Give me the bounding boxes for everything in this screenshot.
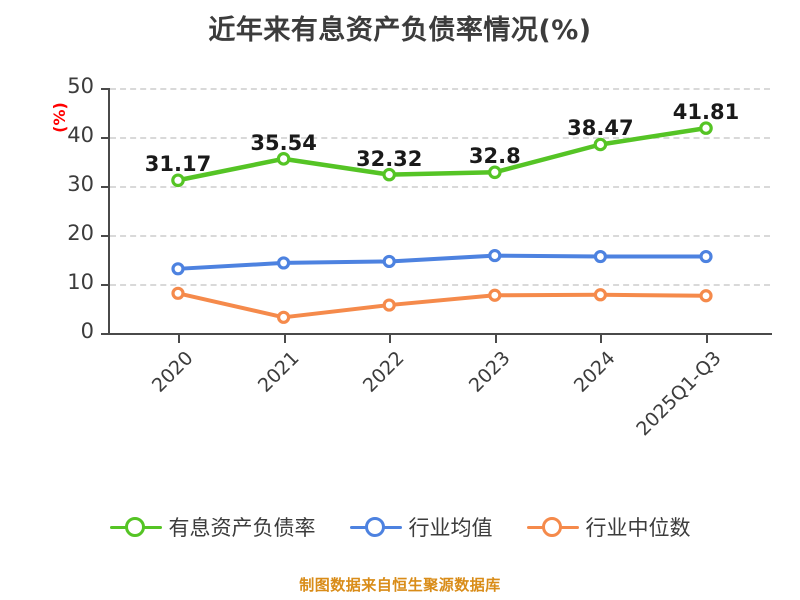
data-point-label: 41.81 bbox=[672, 100, 740, 125]
data-point-marker bbox=[171, 262, 185, 276]
y-axis-line bbox=[108, 88, 110, 335]
data-point-label: 38.47 bbox=[567, 116, 634, 141]
data-point-label: 32.32 bbox=[355, 146, 423, 171]
legend-marker-icon bbox=[349, 516, 402, 538]
data-point-marker bbox=[171, 286, 185, 300]
gridline bbox=[110, 186, 770, 188]
data-point-marker bbox=[699, 121, 713, 135]
data-point-marker bbox=[488, 288, 502, 302]
data-point-marker bbox=[382, 167, 396, 182]
data-point-marker bbox=[699, 249, 713, 264]
chart-title: 近年来有息资产负债率情况(%) bbox=[208, 15, 592, 46]
y-tick-mark bbox=[101, 235, 110, 237]
data-point-marker bbox=[593, 288, 608, 302]
chart-legend: 有息资产负债率 行业均值 行业中位数 bbox=[0, 512, 800, 542]
data-point-marker bbox=[699, 289, 713, 303]
data-point-marker bbox=[488, 248, 502, 263]
data-point-marker bbox=[276, 152, 291, 166]
series-line-2 bbox=[176, 291, 708, 320]
gridline bbox=[110, 88, 770, 90]
series-line-1 bbox=[176, 253, 708, 271]
data-point-marker bbox=[593, 249, 608, 264]
data-point-marker bbox=[277, 256, 291, 270]
legend-marker-icon bbox=[109, 516, 162, 538]
y-tick-label: 0 bbox=[80, 319, 94, 343]
series-line-0 bbox=[175, 125, 709, 183]
data-point-marker bbox=[277, 310, 291, 324]
data-point-marker bbox=[593, 137, 608, 152]
x-tick-mark bbox=[283, 335, 286, 343]
x-tick-mark bbox=[389, 335, 392, 343]
y-tick-mark bbox=[101, 284, 110, 286]
y-tick-label: 30 bbox=[67, 172, 94, 196]
y-tick-mark bbox=[101, 137, 110, 139]
legend-marker-icon bbox=[526, 516, 579, 538]
legend-item-1[interactable]: 行业均值 bbox=[349, 512, 493, 542]
legend-label: 行业中位数 bbox=[585, 516, 691, 540]
gridline bbox=[110, 137, 770, 139]
y-tick-mark bbox=[101, 333, 110, 335]
x-tick-mark bbox=[494, 335, 497, 343]
gridline bbox=[110, 235, 770, 237]
data-point-marker bbox=[382, 298, 396, 312]
data-point-label: 32.8 bbox=[468, 144, 521, 169]
y-tick-label: 50 bbox=[67, 74, 94, 98]
data-point-label: 35.54 bbox=[250, 130, 317, 155]
chart-footnote: 制图数据来自恒生聚源数据库 bbox=[299, 576, 501, 594]
legend-item-2[interactable]: 行业中位数 bbox=[526, 512, 691, 542]
y-tick-label: 10 bbox=[67, 270, 94, 294]
data-point-marker bbox=[382, 254, 396, 269]
data-point-label: 31.17 bbox=[144, 152, 212, 177]
y-tick-label: 20 bbox=[67, 221, 94, 245]
x-tick-mark bbox=[178, 335, 180, 343]
y-tick-mark bbox=[101, 88, 110, 90]
data-point-marker bbox=[171, 173, 185, 188]
legend-label: 有息资产负债率 bbox=[168, 516, 316, 540]
x-axis-line bbox=[110, 333, 772, 335]
legend-item-0[interactable]: 有息资产负债率 bbox=[109, 512, 316, 542]
y-tick-label: 40 bbox=[67, 123, 94, 147]
gridline bbox=[110, 284, 770, 286]
data-point-marker bbox=[487, 165, 502, 180]
x-tick-mark bbox=[600, 335, 603, 343]
y-tick-mark bbox=[101, 186, 110, 188]
legend-label: 行业均值 bbox=[408, 516, 493, 540]
x-tick-mark bbox=[706, 335, 708, 343]
